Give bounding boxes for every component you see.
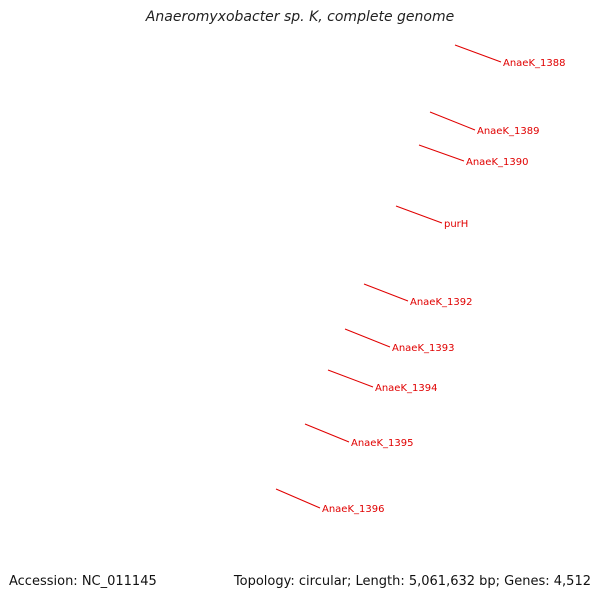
gene-label-leader (454, 44, 502, 63)
gene-labels: AnaeK_1388 AnaeK_1389 AnaeK_1390 purH AnaeK_… (275, 44, 565, 515)
gene-label-leader (363, 283, 409, 302)
gene-label-leader (327, 369, 374, 388)
gene-label: AnaeK_1394 (375, 383, 437, 394)
gene-label-leader (429, 111, 476, 131)
gene-label-leader (304, 423, 350, 443)
map-title: Anaeromyxobacter sp. K, complete genome (0, 9, 600, 25)
gene-label: AnaeK_1393 (392, 343, 454, 354)
gene-label: AnaeK_1389 (477, 126, 539, 137)
accession-text: Accession: NC_011145 (9, 574, 157, 589)
genome-summary-text: Topology: circular; Length: 5,061,632 bp… (233, 574, 591, 589)
gene-label: AnaeK_1388 (503, 58, 565, 69)
map-title-text: Anaeromyxobacter sp. K, complete genome (141, 9, 459, 25)
gene-label-leader (344, 328, 391, 348)
gene-label: AnaeK_1396 (322, 504, 384, 515)
gene-label: purH (444, 219, 468, 230)
gene-label-leader (418, 144, 465, 162)
gene-label: AnaeK_1395 (351, 438, 413, 449)
gene-label: AnaeK_1390 (466, 157, 528, 168)
gene-label-leader (395, 205, 443, 224)
gene-label: AnaeK_1392 (410, 297, 472, 308)
gene-label-leader (275, 488, 321, 509)
